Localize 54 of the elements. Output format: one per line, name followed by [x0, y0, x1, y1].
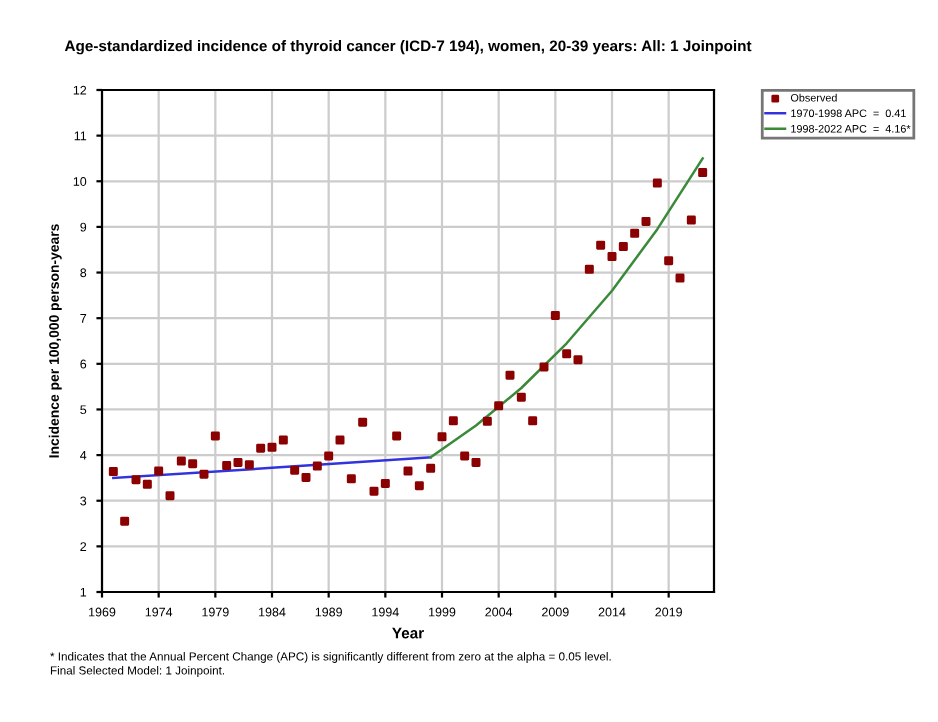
point	[528, 416, 538, 426]
point	[471, 457, 481, 467]
point	[539, 362, 549, 372]
point	[596, 240, 606, 250]
point	[675, 273, 685, 283]
line-series	[429, 157, 704, 459]
point	[278, 435, 288, 445]
point	[437, 432, 447, 442]
point	[380, 478, 390, 488]
point	[494, 401, 504, 411]
point	[120, 516, 130, 526]
point	[210, 431, 220, 441]
point	[233, 457, 243, 467]
point	[686, 215, 696, 225]
point	[698, 168, 708, 178]
point	[358, 417, 368, 427]
point	[222, 461, 232, 471]
point	[346, 474, 356, 484]
point	[256, 443, 266, 453]
point	[188, 459, 198, 469]
point	[562, 349, 572, 359]
point	[267, 442, 277, 452]
point	[131, 475, 141, 485]
point	[108, 467, 118, 477]
point	[448, 416, 458, 426]
point	[505, 370, 515, 380]
point	[392, 431, 402, 441]
point	[641, 216, 651, 226]
point	[335, 435, 345, 445]
point	[244, 460, 254, 470]
point	[199, 469, 209, 479]
point	[460, 451, 470, 461]
point	[142, 479, 152, 489]
point	[324, 451, 334, 461]
point	[573, 355, 583, 365]
point	[664, 256, 674, 266]
point	[165, 491, 175, 501]
point	[301, 472, 311, 482]
point	[618, 242, 628, 252]
point	[290, 465, 300, 475]
point	[403, 466, 413, 476]
point	[154, 466, 164, 476]
point	[312, 461, 322, 471]
point	[630, 228, 640, 238]
point	[176, 456, 186, 466]
point	[652, 178, 662, 188]
point	[369, 486, 379, 496]
point	[550, 310, 560, 320]
point	[607, 252, 617, 262]
point	[482, 416, 492, 426]
point	[516, 392, 526, 402]
point	[584, 264, 594, 274]
point	[426, 463, 436, 473]
point	[414, 481, 424, 491]
